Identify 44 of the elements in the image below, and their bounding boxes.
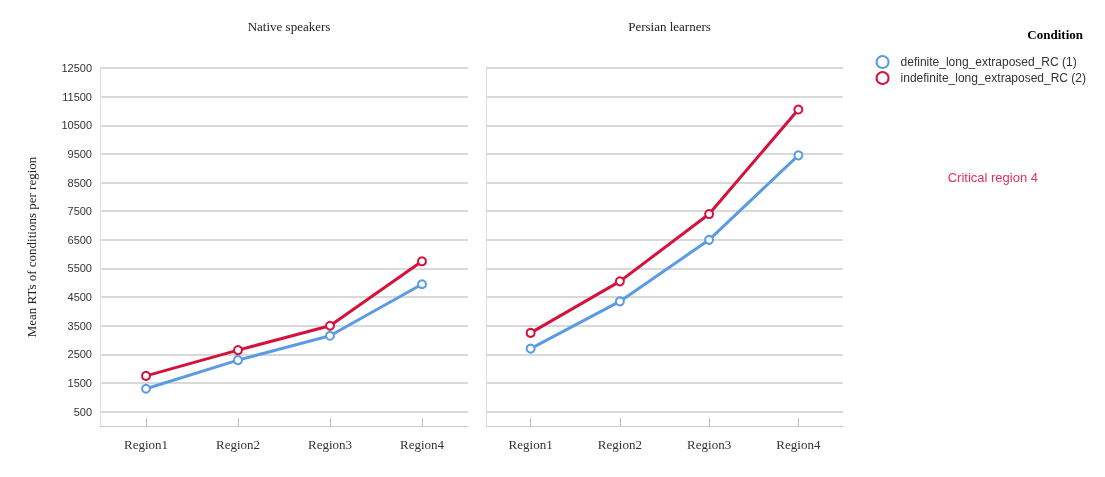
chart-title: Persian learners: [628, 19, 711, 34]
y-tick-label: 1500: [67, 377, 92, 390]
point: [141, 383, 151, 394]
legend-label: indefinite_long_extraposed_RC (2): [900, 71, 1086, 85]
text: Critical region 4: [947, 170, 1039, 185]
x-tick-label: Region4: [399, 437, 445, 452]
point: [233, 355, 243, 366]
point: [793, 104, 804, 115]
x-tick-label: Region2: [597, 437, 642, 452]
y-tick-label: 3500: [67, 319, 92, 332]
y-tick-label: 6500: [67, 233, 92, 246]
x-tick-label: Region3: [687, 437, 732, 452]
y-axis-title: Mean RTs of conditions per region: [24, 156, 39, 338]
point: [417, 256, 427, 267]
point: [525, 343, 536, 354]
chart-title: Native speakers: [247, 19, 331, 34]
y-tick-label: 4500: [67, 291, 92, 304]
x-tick-label: Region1: [123, 437, 169, 452]
x-tick-label: Region1: [508, 437, 553, 452]
y-tick-label: 9500: [67, 147, 92, 160]
point: [325, 330, 335, 341]
point: [704, 234, 715, 245]
point: [614, 276, 625, 287]
x-tick-label: Region3: [307, 437, 353, 452]
y-tick-label: 8500: [67, 176, 92, 189]
point: [233, 345, 243, 356]
point: [614, 296, 625, 307]
y-tick-label: 2500: [67, 348, 92, 361]
point: [417, 279, 427, 290]
y-tick-label: 11500: [62, 90, 92, 103]
y-tick-label: 10500: [61, 119, 92, 132]
point: [141, 370, 151, 381]
point: [793, 150, 804, 161]
point: [325, 320, 335, 331]
x-tick-label: Region4: [776, 437, 821, 452]
y-tick-label: 5500: [67, 262, 92, 275]
y-tick-label: 7500: [67, 205, 92, 218]
x-tick-label: Region2: [215, 437, 261, 452]
point: [525, 327, 536, 338]
legend-label: definite_long_extraposed_RC (1): [900, 55, 1077, 69]
y-tick-label: 12500: [61, 62, 92, 74]
point: [704, 209, 715, 220]
legend-title: Condition: [1027, 27, 1084, 42]
y-tick-label: 500: [73, 405, 92, 418]
